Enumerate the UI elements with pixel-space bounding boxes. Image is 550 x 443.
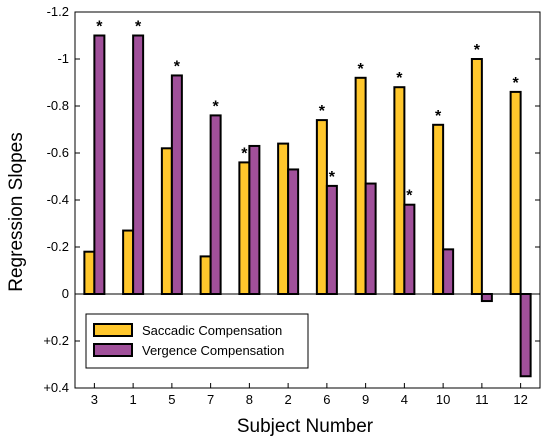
significance-star: *	[358, 61, 365, 78]
bar-vergence	[209, 114, 222, 296]
legend-entry: Saccadic Compensation	[142, 323, 282, 338]
bar-saccadic	[315, 119, 328, 295]
bar-saccadic	[199, 255, 212, 295]
bar-vergence	[519, 293, 532, 378]
bar-saccadic	[393, 86, 406, 295]
y-axis-label: Regression Slopes	[6, 132, 27, 291]
significance-star: *	[213, 98, 220, 115]
significance-markers: * * * * * * * * * * * * *	[96, 19, 519, 205]
bar-vergence	[403, 203, 416, 295]
y-tick-label: 0	[62, 286, 69, 301]
significance-star: *	[406, 188, 413, 205]
bar-vergence	[480, 293, 493, 303]
x-tick-label: 9	[362, 392, 369, 407]
x-tick-label: 6	[323, 392, 330, 407]
bar-saccadic	[470, 58, 483, 295]
bar-vergence	[248, 144, 261, 295]
y-tick-label: -0.4	[47, 192, 69, 207]
y-axis-ticks: -1.2 -1 -0.8 -0.6 -0.4 -0.2 0 +0.2 +0.4	[43, 4, 540, 395]
significance-star: *	[329, 169, 336, 186]
y-tick-label: +0.4	[43, 380, 69, 395]
significance-star: *	[396, 70, 403, 87]
bar-saccadic	[432, 123, 445, 295]
legend: Saccadic Compensation Vergence Compensati…	[85, 313, 309, 369]
legend-entry: Vergence Compensation	[142, 343, 284, 358]
bar-saccadic	[238, 161, 251, 295]
bar-saccadic	[122, 229, 135, 296]
significance-star: *	[435, 108, 442, 125]
y-tick-label: -0.8	[47, 98, 69, 113]
bar-saccadic	[354, 76, 367, 295]
y-tick-label: -0.6	[47, 145, 69, 160]
bar-saccadic	[509, 90, 522, 296]
x-tick-label: 5	[168, 392, 175, 407]
significance-star: *	[474, 42, 481, 59]
x-tick-label: 3	[91, 392, 98, 407]
x-tick-label: 12	[513, 392, 527, 407]
y-tick-label: +0.2	[43, 333, 69, 348]
y-tick-label: -0.2	[47, 239, 69, 254]
significance-star: *	[513, 75, 520, 92]
bar-saccadic	[160, 147, 173, 295]
x-tick-label: 7	[207, 392, 214, 407]
bar-vergence	[93, 34, 106, 295]
bar-vergence	[364, 182, 377, 295]
bar-vergence	[325, 184, 338, 295]
bar-vergence	[442, 248, 455, 296]
significance-star: *	[96, 19, 103, 36]
x-axis-ticks: 3 1 5 7 8 2 6 9 4 10 11 12	[91, 383, 528, 407]
bar-saccadic	[83, 250, 96, 295]
significance-star: *	[241, 145, 248, 162]
x-tick-label: 2	[285, 392, 292, 407]
x-tick-label: 11	[475, 392, 489, 407]
legend-swatch	[93, 343, 133, 357]
x-tick-label: 4	[401, 392, 408, 407]
x-axis-label: Subject Number	[237, 416, 374, 437]
x-tick-label: 1	[130, 392, 137, 407]
significance-star: *	[135, 19, 142, 36]
significance-star: *	[319, 103, 326, 120]
x-tick-label: 8	[246, 392, 253, 407]
x-tick-label: 10	[436, 392, 450, 407]
bar-vergence	[132, 34, 145, 295]
legend-swatch	[93, 323, 133, 337]
bars	[83, 34, 532, 378]
bar-vergence	[287, 168, 300, 295]
y-tick-label: -1	[57, 51, 69, 66]
bar-saccadic	[277, 142, 290, 295]
significance-star: *	[174, 58, 181, 75]
bar-vergence	[170, 74, 183, 295]
y-tick-label: -1.2	[47, 4, 69, 19]
